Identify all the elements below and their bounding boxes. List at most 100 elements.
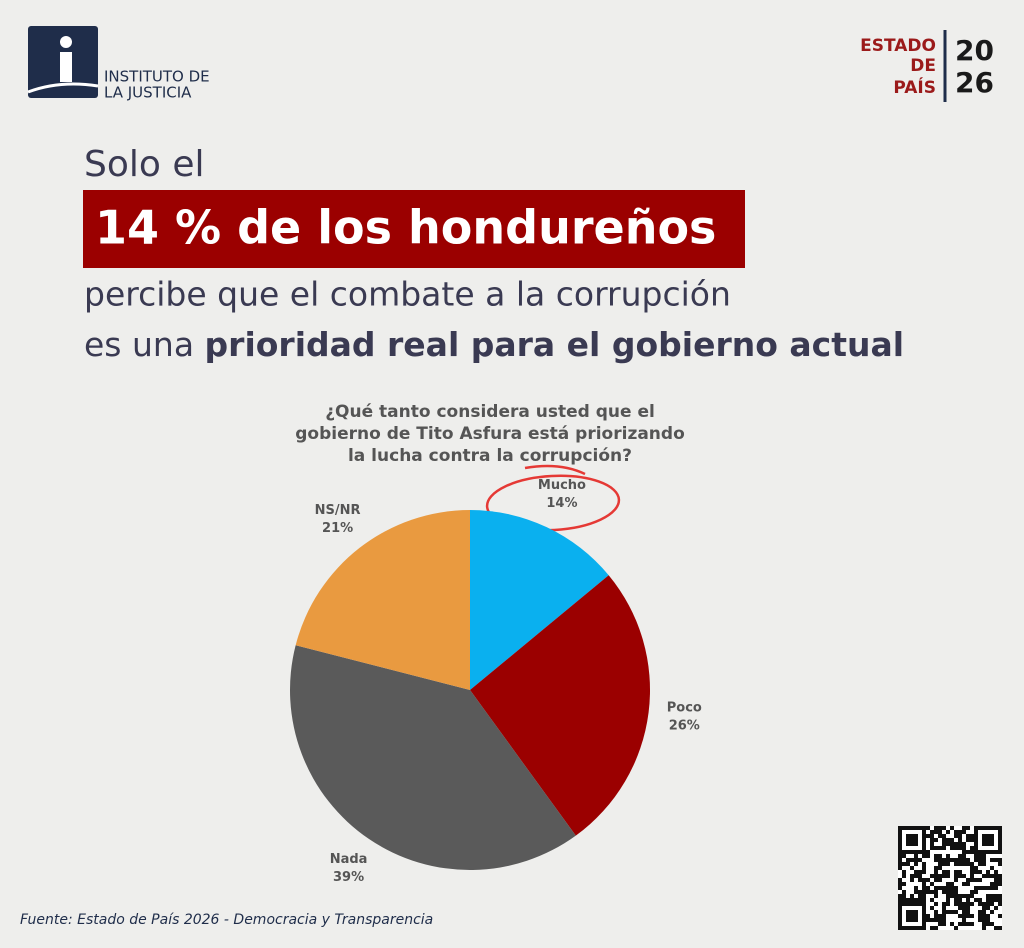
qr-module	[950, 910, 954, 914]
qr-module	[922, 898, 926, 902]
qr-module	[966, 910, 970, 914]
qr-module	[942, 846, 946, 850]
qr-module	[946, 910, 950, 914]
qr-module	[902, 890, 906, 894]
qr-module	[910, 858, 914, 862]
qr-module	[914, 858, 918, 862]
qr-module	[958, 834, 962, 838]
qr-module	[946, 838, 950, 842]
qr-module	[942, 922, 946, 926]
qr-module	[982, 914, 986, 918]
qr-module	[970, 874, 974, 878]
qr-module	[970, 894, 974, 898]
qr-module	[918, 870, 922, 874]
qr-module	[922, 894, 926, 898]
qr-module	[950, 886, 954, 890]
pie-slice	[290, 645, 576, 870]
headline-text: es una prioridad real para el gobierno a…	[84, 325, 904, 364]
qr-module	[938, 866, 942, 870]
qr-module	[962, 874, 966, 878]
qr-module	[942, 906, 946, 910]
qr-module	[998, 926, 1002, 930]
qr-module	[986, 874, 990, 878]
qr-module	[922, 866, 926, 870]
qr-module	[954, 894, 958, 898]
qr-module	[950, 894, 954, 898]
qr-module	[994, 858, 998, 862]
qr-module	[958, 874, 962, 878]
qr-module	[958, 862, 962, 866]
qr-module	[966, 882, 970, 886]
qr-module	[930, 834, 934, 838]
qr-module	[962, 894, 966, 898]
qr-module	[970, 922, 974, 926]
qr-module	[986, 894, 990, 898]
qr-module	[966, 878, 970, 882]
qr-module	[914, 862, 918, 866]
qr-module	[898, 862, 902, 866]
qr-module	[970, 838, 974, 842]
chart-title: gobierno de Tito Asfura está priorizando	[295, 424, 685, 444]
qr-module	[954, 862, 958, 866]
slice-label: NS/NR	[315, 503, 361, 518]
qr-module	[898, 886, 902, 890]
qr-module	[942, 910, 946, 914]
qr-module	[986, 918, 990, 922]
qr-module	[938, 874, 942, 878]
qr-module	[950, 846, 954, 850]
qr-module	[962, 914, 966, 918]
qr-module	[998, 898, 1002, 902]
qr-module	[978, 854, 982, 858]
qr-module	[962, 910, 966, 914]
qr-module	[974, 870, 978, 874]
qr-module	[970, 846, 974, 850]
qr-module	[986, 906, 990, 910]
qr-module	[954, 846, 958, 850]
qr-module	[970, 914, 974, 918]
logo-text: LA JUSTICIA	[104, 84, 192, 102]
qr-module	[946, 874, 950, 878]
qr-module	[922, 882, 926, 886]
qr-module	[954, 926, 958, 930]
qr-module	[986, 886, 990, 890]
slice-value: 14%	[546, 496, 577, 511]
qr-module	[934, 886, 938, 890]
pie-slice	[470, 575, 650, 836]
qr-module	[962, 906, 966, 910]
qr-module	[938, 854, 942, 858]
qr-module	[970, 878, 974, 882]
qr-module	[966, 826, 970, 830]
qr-module	[942, 914, 946, 918]
brand-word: ESTADO	[860, 36, 936, 56]
qr-module	[902, 874, 906, 878]
qr-module	[946, 842, 950, 846]
qr-module	[990, 886, 994, 890]
qr-module	[926, 918, 930, 922]
qr-module	[946, 854, 950, 858]
slice-value: 39%	[333, 870, 364, 885]
qr-module	[978, 902, 982, 906]
qr-module	[962, 826, 966, 830]
qr-module	[918, 894, 922, 898]
qr-module	[978, 878, 982, 882]
qr-module	[930, 890, 934, 894]
qr-module	[962, 842, 966, 846]
qr-module	[962, 922, 966, 926]
headline-regular: es una	[84, 325, 194, 364]
qr-module	[982, 874, 986, 878]
qr-module	[978, 914, 982, 918]
brand-year: 26	[955, 66, 994, 99]
qr-module	[958, 870, 962, 874]
qr-module	[990, 882, 994, 886]
qr-module	[946, 886, 950, 890]
qr-module	[942, 886, 946, 890]
pie-slice	[295, 510, 470, 690]
qr-module	[962, 854, 966, 858]
qr-module	[950, 890, 954, 894]
qr-module	[962, 862, 966, 866]
qr-module	[986, 902, 990, 906]
qr-module	[990, 898, 994, 902]
qr-module	[902, 854, 906, 858]
qr-module	[938, 914, 942, 918]
qr-module	[898, 898, 902, 902]
